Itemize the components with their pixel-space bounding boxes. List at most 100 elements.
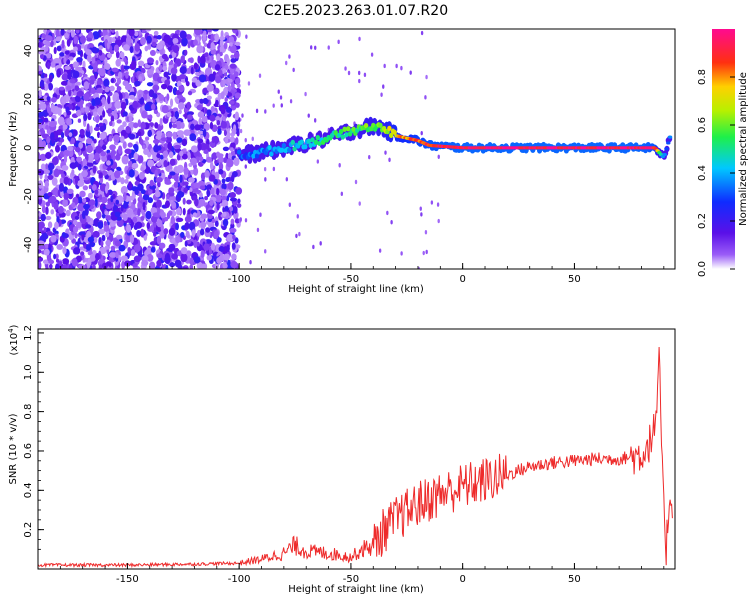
spectrogram-noise-cell	[216, 187, 220, 196]
spectrogram-noise-cell	[132, 263, 138, 268]
spectrogram-noise-cell	[116, 77, 122, 85]
spectrogram-noise-cell	[50, 96, 57, 103]
spectrogram-noise-cell	[62, 124, 68, 130]
spectrogram-noise-cell	[79, 190, 86, 198]
spectrogram-noise-cell	[106, 41, 110, 50]
spectrogram-noise-cell	[189, 257, 194, 266]
spectrogram-noise-cell	[219, 38, 224, 48]
spectrogram-noise-cell	[166, 93, 170, 102]
spectrogram-panel: -150 -100 -50 0 50 -40 -20 0 20 40 Height of str…	[8, 28, 676, 295]
spectrogram-noise-cell	[107, 95, 111, 105]
spectrogram-noise-cell	[214, 220, 219, 227]
spectrogram-noise-cell	[55, 36, 62, 42]
spectrogram-noise-cell	[214, 33, 220, 43]
spectrogram-noise-cell	[96, 87, 103, 94]
spectrogram-noise-cell	[358, 201, 361, 206]
spectrogram-noise-cell	[255, 108, 259, 114]
spectrogram-noise-cell	[48, 259, 55, 265]
spectrogram-noise-cell	[163, 34, 171, 44]
spectrogram-noise-cell	[99, 177, 104, 184]
spectrogram-noise-cell	[234, 41, 241, 46]
spectrogram-noise-cell	[298, 231, 301, 237]
spectrogram-noise-cell	[145, 210, 152, 220]
spectrogram-noise-cell	[409, 70, 412, 75]
spectrogram-noise-cell	[218, 36, 226, 41]
spectrogram-noise-cell	[209, 161, 214, 171]
spectrogram-noise-cell	[78, 231, 86, 236]
spectrogram-noise-cell	[229, 44, 237, 54]
spectrogram-noise-cell	[99, 246, 107, 255]
spectrogram-noise-cell	[210, 186, 215, 196]
spectrogram-noise-cell	[194, 29, 202, 36]
spectrogram-noise-cell	[171, 123, 178, 129]
spectrogram-noise-cell	[244, 164, 247, 169]
spectrogram-noise-cell	[231, 128, 237, 135]
spectrogram-noise-cell	[42, 169, 50, 175]
spectrogram-noise-cell	[174, 110, 180, 120]
spectrogram-noise-cell	[79, 35, 86, 44]
spectrogram-noise-cell	[45, 206, 49, 215]
spectrogram-noise-cell	[205, 227, 211, 233]
spectrogram-noise-cell	[137, 60, 145, 67]
spectrogram-noise-cell	[50, 103, 56, 113]
spectrogram-signal-cell	[310, 137, 315, 143]
spectrogram-noise-cell	[110, 195, 114, 203]
spectrogram-noise-cell	[224, 96, 228, 102]
spectrogram-noise-cell	[178, 109, 182, 115]
spectrogram-noise-cell	[233, 71, 239, 77]
spectrogram-noise-cell	[176, 164, 184, 174]
spectrogram-noise-cell	[81, 197, 87, 203]
spectrogram-noise-cell	[220, 91, 225, 100]
spectrogram-noise-cell	[202, 143, 210, 150]
spectrogram-noise-cell	[400, 65, 403, 71]
y-tick-label: 1.2	[23, 325, 34, 341]
snr-frame	[37, 328, 676, 570]
spectrogram-noise-cell	[131, 162, 139, 169]
spectrogram-noise-cell	[230, 260, 238, 269]
spectrogram-noise-cell	[183, 167, 189, 175]
spectrogram-noise-cell	[48, 74, 53, 83]
spectrogram-noise-cell	[436, 202, 440, 207]
spectrogram-noise-cell	[197, 111, 205, 118]
spectrogram-noise-cell	[175, 236, 181, 244]
spectrogram-noise-cell	[110, 115, 115, 123]
spectrogram-noise-cell	[38, 70, 43, 75]
spectrogram-noise-cell	[304, 91, 307, 97]
colorbar-tick-label: 0.8	[697, 69, 708, 85]
spectrogram-noise-cell	[183, 129, 191, 137]
spectrogram-noise-cell	[94, 97, 101, 106]
spectrogram-noise-cell	[94, 72, 98, 80]
spectrogram-noise-cell	[165, 131, 173, 138]
spectrogram-noise-cell	[166, 111, 172, 118]
spectrogram-noise-cell	[73, 46, 78, 52]
spectrogram-noise-cell	[38, 168, 45, 176]
spectrogram-noise-cell	[51, 136, 55, 145]
spectrogram-noise-cell	[244, 137, 247, 143]
spectrogram-noise-cell	[202, 97, 209, 105]
spectrogram-noise-cell	[133, 244, 141, 253]
spectrogram-noise-cell	[117, 145, 123, 155]
spectrogram-noise-cell	[101, 234, 106, 242]
spectrogram-noise-cell	[127, 181, 133, 190]
spectrogram-noise-cell	[63, 192, 69, 200]
spectrogram-noise-cell	[121, 155, 129, 165]
spectrogram-noise-cell	[142, 144, 146, 150]
spectrogram-noise-cell	[89, 79, 95, 85]
spectrogram-noise-cell	[71, 257, 78, 267]
spectrogram-noise-cell	[85, 129, 91, 138]
spectrogram-noise-cell	[47, 174, 54, 180]
spectrogram-signal-cell	[662, 152, 667, 157]
spectrogram-noise-cell	[102, 29, 108, 36]
spectrogram-noise-cell	[128, 169, 135, 178]
spectrogram-noise-cell	[190, 145, 198, 153]
spectrogram-noise-cell	[159, 230, 165, 239]
spectrogram-noise-cell	[358, 78, 361, 84]
spectrogram-noise-cell	[194, 124, 202, 131]
spectrogram-noise-cell	[59, 177, 65, 185]
spectrogram-noise-cell	[189, 187, 193, 193]
spectrogram-noise-cell	[222, 78, 226, 88]
spectrogram-noise-cell	[103, 78, 110, 87]
spectrogram-noise-cell	[206, 83, 214, 92]
spectrogram-noise-cell	[101, 156, 108, 163]
spectrogram-noise-cell	[226, 159, 234, 168]
